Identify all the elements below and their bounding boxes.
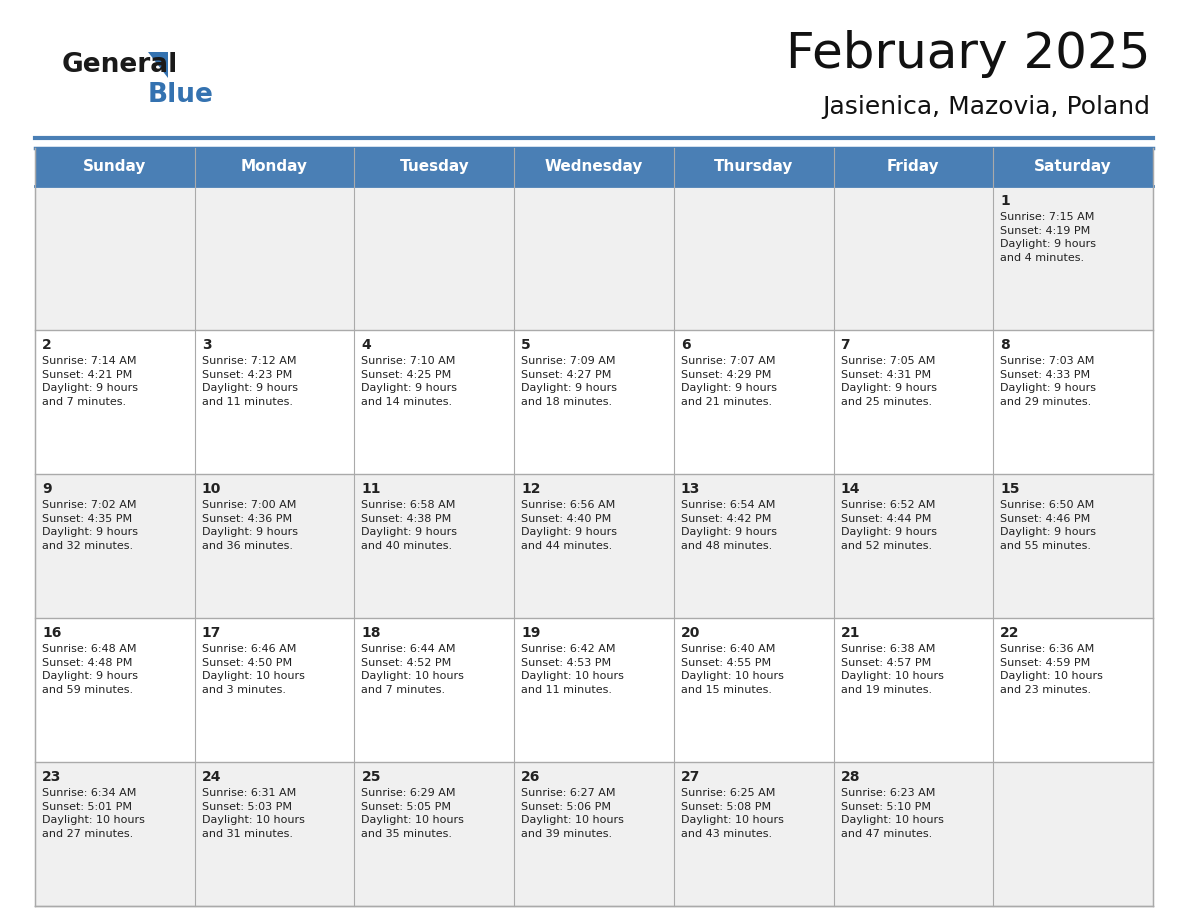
Text: 3: 3 xyxy=(202,338,211,352)
Text: 7: 7 xyxy=(841,338,851,352)
Text: 14: 14 xyxy=(841,482,860,496)
Text: 27: 27 xyxy=(681,770,700,784)
Text: Sunrise: 7:14 AM
Sunset: 4:21 PM
Daylight: 9 hours
and 7 minutes.: Sunrise: 7:14 AM Sunset: 4:21 PM Dayligh… xyxy=(42,356,138,407)
Text: 16: 16 xyxy=(42,626,62,640)
Text: Sunrise: 7:03 AM
Sunset: 4:33 PM
Daylight: 9 hours
and 29 minutes.: Sunrise: 7:03 AM Sunset: 4:33 PM Dayligh… xyxy=(1000,356,1097,407)
Text: Sunrise: 6:25 AM
Sunset: 5:08 PM
Daylight: 10 hours
and 43 minutes.: Sunrise: 6:25 AM Sunset: 5:08 PM Dayligh… xyxy=(681,788,784,839)
Text: 28: 28 xyxy=(841,770,860,784)
Text: Friday: Friday xyxy=(887,160,940,174)
Text: 17: 17 xyxy=(202,626,221,640)
Text: Sunrise: 6:42 AM
Sunset: 4:53 PM
Daylight: 10 hours
and 11 minutes.: Sunrise: 6:42 AM Sunset: 4:53 PM Dayligh… xyxy=(522,644,624,695)
Text: 25: 25 xyxy=(361,770,381,784)
Text: Sunrise: 6:48 AM
Sunset: 4:48 PM
Daylight: 9 hours
and 59 minutes.: Sunrise: 6:48 AM Sunset: 4:48 PM Dayligh… xyxy=(42,644,138,695)
Text: Sunday: Sunday xyxy=(83,160,146,174)
Text: Thursday: Thursday xyxy=(714,160,794,174)
Polygon shape xyxy=(148,52,168,78)
Text: Sunrise: 7:02 AM
Sunset: 4:35 PM
Daylight: 9 hours
and 32 minutes.: Sunrise: 7:02 AM Sunset: 4:35 PM Dayligh… xyxy=(42,500,138,551)
Text: Saturday: Saturday xyxy=(1035,160,1112,174)
Text: 23: 23 xyxy=(42,770,62,784)
Text: 22: 22 xyxy=(1000,626,1019,640)
Text: General: General xyxy=(62,52,178,78)
Text: Blue: Blue xyxy=(148,82,214,108)
Text: Sunrise: 7:15 AM
Sunset: 4:19 PM
Daylight: 9 hours
and 4 minutes.: Sunrise: 7:15 AM Sunset: 4:19 PM Dayligh… xyxy=(1000,212,1097,263)
Text: Sunrise: 6:56 AM
Sunset: 4:40 PM
Daylight: 9 hours
and 44 minutes.: Sunrise: 6:56 AM Sunset: 4:40 PM Dayligh… xyxy=(522,500,617,551)
Text: Sunrise: 7:05 AM
Sunset: 4:31 PM
Daylight: 9 hours
and 25 minutes.: Sunrise: 7:05 AM Sunset: 4:31 PM Dayligh… xyxy=(841,356,936,407)
Text: 24: 24 xyxy=(202,770,221,784)
Text: 12: 12 xyxy=(522,482,541,496)
Text: Sunrise: 7:10 AM
Sunset: 4:25 PM
Daylight: 9 hours
and 14 minutes.: Sunrise: 7:10 AM Sunset: 4:25 PM Dayligh… xyxy=(361,356,457,407)
Bar xyxy=(34,474,1154,618)
Text: Sunrise: 7:12 AM
Sunset: 4:23 PM
Daylight: 9 hours
and 11 minutes.: Sunrise: 7:12 AM Sunset: 4:23 PM Dayligh… xyxy=(202,356,298,407)
Text: Sunrise: 6:23 AM
Sunset: 5:10 PM
Daylight: 10 hours
and 47 minutes.: Sunrise: 6:23 AM Sunset: 5:10 PM Dayligh… xyxy=(841,788,943,839)
Text: 18: 18 xyxy=(361,626,381,640)
Text: Sunrise: 6:29 AM
Sunset: 5:05 PM
Daylight: 10 hours
and 35 minutes.: Sunrise: 6:29 AM Sunset: 5:05 PM Dayligh… xyxy=(361,788,465,839)
Text: Sunrise: 7:07 AM
Sunset: 4:29 PM
Daylight: 9 hours
and 21 minutes.: Sunrise: 7:07 AM Sunset: 4:29 PM Dayligh… xyxy=(681,356,777,407)
Text: Sunrise: 6:54 AM
Sunset: 4:42 PM
Daylight: 9 hours
and 48 minutes.: Sunrise: 6:54 AM Sunset: 4:42 PM Dayligh… xyxy=(681,500,777,551)
Text: Sunrise: 6:40 AM
Sunset: 4:55 PM
Daylight: 10 hours
and 15 minutes.: Sunrise: 6:40 AM Sunset: 4:55 PM Dayligh… xyxy=(681,644,784,695)
Bar xyxy=(34,618,1154,762)
Text: 8: 8 xyxy=(1000,338,1010,352)
Text: 6: 6 xyxy=(681,338,690,352)
Text: Sunrise: 6:52 AM
Sunset: 4:44 PM
Daylight: 9 hours
and 52 minutes.: Sunrise: 6:52 AM Sunset: 4:44 PM Dayligh… xyxy=(841,500,936,551)
Text: Sunrise: 7:09 AM
Sunset: 4:27 PM
Daylight: 9 hours
and 18 minutes.: Sunrise: 7:09 AM Sunset: 4:27 PM Dayligh… xyxy=(522,356,617,407)
Text: 26: 26 xyxy=(522,770,541,784)
Text: Sunrise: 6:44 AM
Sunset: 4:52 PM
Daylight: 10 hours
and 7 minutes.: Sunrise: 6:44 AM Sunset: 4:52 PM Dayligh… xyxy=(361,644,465,695)
Text: Sunrise: 6:31 AM
Sunset: 5:03 PM
Daylight: 10 hours
and 31 minutes.: Sunrise: 6:31 AM Sunset: 5:03 PM Dayligh… xyxy=(202,788,304,839)
Text: 15: 15 xyxy=(1000,482,1019,496)
Text: 21: 21 xyxy=(841,626,860,640)
Text: Sunrise: 6:36 AM
Sunset: 4:59 PM
Daylight: 10 hours
and 23 minutes.: Sunrise: 6:36 AM Sunset: 4:59 PM Dayligh… xyxy=(1000,644,1104,695)
Text: Sunrise: 6:27 AM
Sunset: 5:06 PM
Daylight: 10 hours
and 39 minutes.: Sunrise: 6:27 AM Sunset: 5:06 PM Dayligh… xyxy=(522,788,624,839)
Text: 4: 4 xyxy=(361,338,371,352)
Text: Sunrise: 6:58 AM
Sunset: 4:38 PM
Daylight: 9 hours
and 40 minutes.: Sunrise: 6:58 AM Sunset: 4:38 PM Dayligh… xyxy=(361,500,457,551)
Text: Tuesday: Tuesday xyxy=(399,160,469,174)
Text: February 2025: February 2025 xyxy=(785,30,1150,78)
Bar xyxy=(34,186,1154,330)
Text: 5: 5 xyxy=(522,338,531,352)
Text: Sunrise: 6:38 AM
Sunset: 4:57 PM
Daylight: 10 hours
and 19 minutes.: Sunrise: 6:38 AM Sunset: 4:57 PM Dayligh… xyxy=(841,644,943,695)
Text: Sunrise: 7:00 AM
Sunset: 4:36 PM
Daylight: 9 hours
and 36 minutes.: Sunrise: 7:00 AM Sunset: 4:36 PM Dayligh… xyxy=(202,500,298,551)
Bar xyxy=(34,148,1154,186)
Text: 9: 9 xyxy=(42,482,51,496)
Text: 10: 10 xyxy=(202,482,221,496)
Bar xyxy=(34,762,1154,906)
Text: 13: 13 xyxy=(681,482,700,496)
Text: 11: 11 xyxy=(361,482,381,496)
Text: Sunrise: 6:46 AM
Sunset: 4:50 PM
Daylight: 10 hours
and 3 minutes.: Sunrise: 6:46 AM Sunset: 4:50 PM Dayligh… xyxy=(202,644,304,695)
Text: Wednesday: Wednesday xyxy=(545,160,643,174)
Text: Sunrise: 6:50 AM
Sunset: 4:46 PM
Daylight: 9 hours
and 55 minutes.: Sunrise: 6:50 AM Sunset: 4:46 PM Dayligh… xyxy=(1000,500,1097,551)
Text: 1: 1 xyxy=(1000,194,1010,208)
Text: 20: 20 xyxy=(681,626,700,640)
Text: Monday: Monday xyxy=(241,160,308,174)
Text: 2: 2 xyxy=(42,338,52,352)
Bar xyxy=(34,330,1154,474)
Text: 19: 19 xyxy=(522,626,541,640)
Text: Sunrise: 6:34 AM
Sunset: 5:01 PM
Daylight: 10 hours
and 27 minutes.: Sunrise: 6:34 AM Sunset: 5:01 PM Dayligh… xyxy=(42,788,145,839)
Text: Jasienica, Mazovia, Poland: Jasienica, Mazovia, Poland xyxy=(822,95,1150,119)
